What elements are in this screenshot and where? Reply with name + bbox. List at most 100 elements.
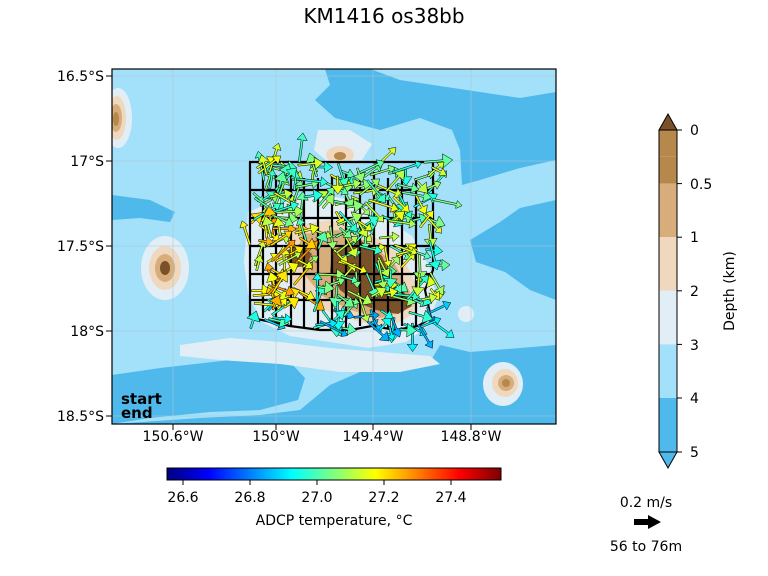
current-vector-arrow xyxy=(296,132,308,163)
current-vector-arrow xyxy=(390,317,403,338)
current-vector-arrow xyxy=(431,165,447,177)
temp-tick: 26.8 xyxy=(234,490,265,506)
current-vector-arrow xyxy=(400,252,416,269)
current-vector-arrow xyxy=(338,226,353,239)
current-vector-arrow xyxy=(408,309,434,324)
temp-tick: 26.6 xyxy=(167,490,198,506)
current-vector-arrow xyxy=(330,175,345,195)
temperature-colorbar: 26.6 26.8 27.0 27.2 27.4 ADCP temperatur… xyxy=(166,467,502,529)
current-vector-arrow xyxy=(415,180,428,194)
depth-tick: 3 xyxy=(690,338,699,354)
current-vector-arrow xyxy=(385,169,405,193)
current-vector-arrow xyxy=(411,272,426,297)
depth-tick: 1 xyxy=(690,230,699,246)
lat-tick: 17°S xyxy=(70,154,104,170)
shelf-2-3km-islet-se xyxy=(458,306,474,322)
current-vector-arrow xyxy=(278,251,302,266)
current-vector-arrow xyxy=(336,293,355,308)
current-vector-arrow xyxy=(258,236,274,247)
temp-tick: 27.2 xyxy=(368,490,399,506)
current-vector-arrow xyxy=(368,198,399,213)
longitude-axis: 150.6°W 150°W 149.4°W 148.8°W xyxy=(143,424,502,445)
current-vector-arrow xyxy=(396,182,420,194)
current-vector-arrow xyxy=(383,269,398,289)
current-vector-arrow xyxy=(269,188,294,201)
temp-tick: 27.0 xyxy=(301,490,332,506)
deep-patch-west xyxy=(112,195,175,222)
lat-tick: 16.5°S xyxy=(57,69,104,85)
depth-tick: 2 xyxy=(690,284,699,300)
islet-northwest xyxy=(113,112,119,126)
current-vector-arrow xyxy=(273,171,288,189)
current-vector-arrow xyxy=(417,323,434,349)
current-vector-arrow xyxy=(412,254,428,283)
current-vector-arrow xyxy=(366,320,390,342)
current-vector-arrow xyxy=(340,275,359,285)
current-vector-arrow xyxy=(270,230,293,247)
current-vector-arrow xyxy=(392,160,423,174)
current-vector-arrow xyxy=(303,188,324,203)
current-vector-arrow xyxy=(261,215,275,238)
current-vector-arrow xyxy=(418,210,434,229)
current-vector-arrow xyxy=(378,231,400,243)
current-vector-arrow xyxy=(356,159,385,175)
current-vector-arrow xyxy=(392,195,410,213)
current-vector-arrow xyxy=(337,211,363,227)
islet-east xyxy=(502,379,510,387)
current-vector-arrow xyxy=(423,153,454,169)
islet-west xyxy=(160,261,170,275)
current-vector-arrow xyxy=(342,231,359,258)
current-vector-arrow xyxy=(270,239,296,263)
end-label: end xyxy=(121,404,153,422)
current-vector-arrow xyxy=(376,259,389,290)
lon-tick: 150°W xyxy=(252,429,300,445)
current-vector-arrow xyxy=(246,310,261,329)
current-vector-arrow xyxy=(253,254,265,272)
current-vector-arrow xyxy=(353,167,366,183)
current-vector-arrow xyxy=(376,286,399,299)
current-vector-arrow xyxy=(393,243,418,256)
current-vector-arrow xyxy=(411,213,428,224)
current-vector-arrow xyxy=(262,205,278,222)
current-vector-arrow xyxy=(317,186,335,207)
depth-tick: 0 xyxy=(690,123,699,139)
current-vector-arrow xyxy=(380,309,394,320)
current-vector-arrow xyxy=(425,243,444,257)
depth-tick: 0.5 xyxy=(690,177,712,193)
current-vector-arrow xyxy=(428,239,442,271)
shelf-2-3km-south xyxy=(180,338,440,372)
current-vector-arrow xyxy=(346,289,373,306)
figure-title: KM1416 os38bb xyxy=(303,4,464,28)
current-vector-arrow xyxy=(335,236,359,255)
lon-tick: 149.4°W xyxy=(343,429,404,445)
current-vector-arrow xyxy=(275,204,304,219)
start-label: start xyxy=(121,390,162,408)
current-vector-arrow xyxy=(272,217,286,237)
current-vector-arrow xyxy=(423,224,438,249)
deep-patch-southeast xyxy=(375,372,440,408)
lon-tick: 148.8°W xyxy=(441,429,502,445)
depth-tick: 4 xyxy=(690,391,699,407)
adcp-current-vectors xyxy=(239,132,463,353)
current-vector-arrow xyxy=(257,154,270,176)
lat-tick: 18.5°S xyxy=(57,409,104,425)
current-vector-arrow xyxy=(317,280,335,295)
lon-tick: 150.6°W xyxy=(143,429,204,445)
current-vector-arrow xyxy=(326,225,338,250)
depth-tick: 5 xyxy=(690,445,699,461)
islet-north xyxy=(334,152,346,160)
current-vector-arrow xyxy=(271,213,294,228)
current-vector-arrow xyxy=(273,211,299,226)
current-vector-arrow xyxy=(319,320,348,337)
current-vector-arrow xyxy=(298,236,317,249)
current-vector-arrow xyxy=(378,316,392,331)
current-vector-arrow xyxy=(414,194,428,215)
current-vector-arrow xyxy=(272,313,293,325)
current-vector-arrow xyxy=(296,176,329,188)
current-vector-arrow xyxy=(328,284,344,309)
temp-colorbar-label: ADCP temperature, °C xyxy=(256,513,413,529)
current-vector-arrow xyxy=(297,156,324,170)
current-vector-arrow xyxy=(254,150,266,182)
lat-tick: 18°S xyxy=(70,324,104,340)
